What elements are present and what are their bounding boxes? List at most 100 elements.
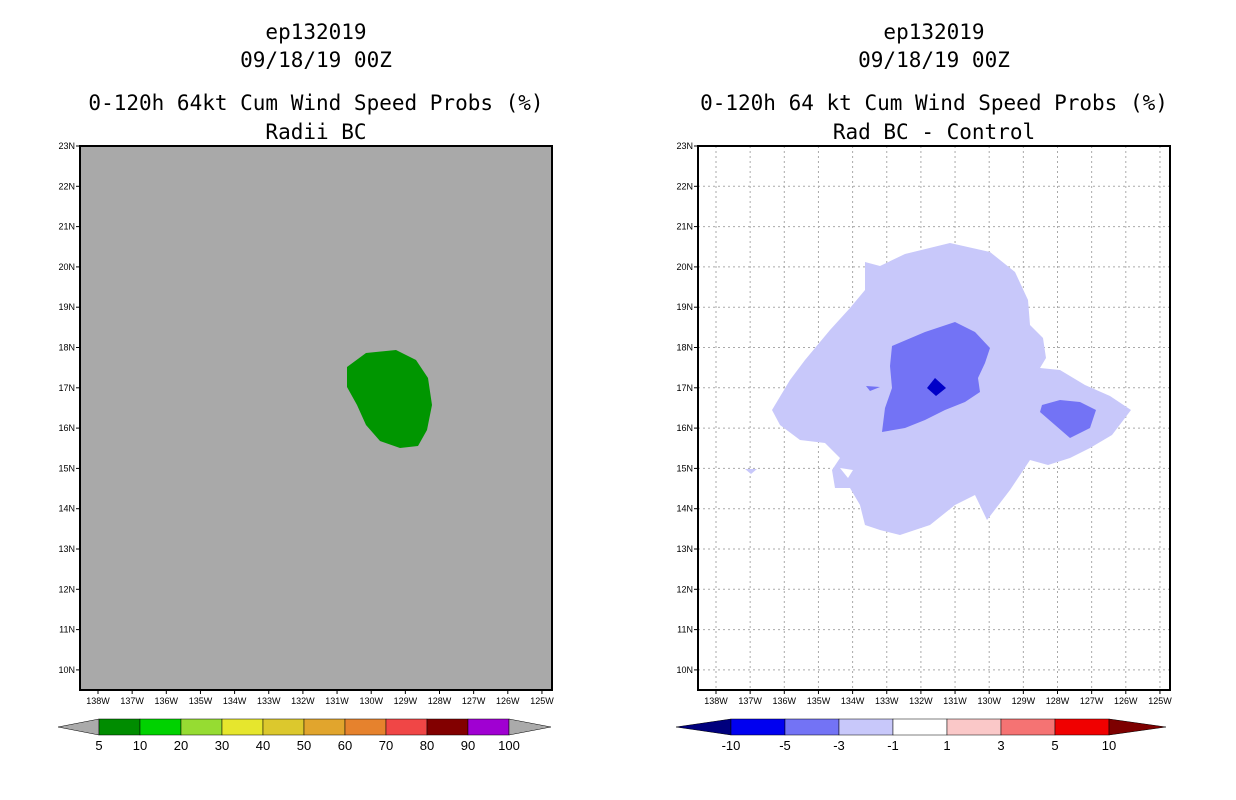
lat-tick-label: 11N (677, 625, 693, 635)
colorbar-label: 1 (943, 738, 950, 753)
lat-tick-label: 10N (676, 665, 693, 675)
lat-tick-label: 13N (676, 544, 693, 554)
lon-tick-label: 129W (1012, 696, 1036, 706)
left-map-background (80, 146, 552, 690)
lat-tick-label: 15N (58, 463, 75, 473)
lon-tick-label: 129W (394, 696, 418, 706)
colorbar-swatch (303, 718, 346, 736)
lon-tick-label: 131W (325, 696, 349, 706)
colorbar-label: 40 (256, 738, 270, 753)
right-diff-region-dot (745, 469, 757, 474)
lat-tick-label: 18N (676, 343, 693, 353)
colorbar-label: 10 (1102, 738, 1116, 753)
lat-tick-label: 13N (58, 544, 75, 554)
lat-tick-label: 14N (58, 504, 75, 514)
lat-tick-label: 15N (676, 463, 693, 473)
lon-tick-label: 137W (738, 696, 762, 706)
lat-tick-label: 16N (58, 423, 75, 433)
lat-tick-label: 10N (58, 665, 75, 675)
colorbar-label: 60 (338, 738, 352, 753)
lat-tick-label: 22N (58, 181, 75, 191)
lon-tick-label: 136W (773, 696, 797, 706)
right-colorbar: -10 -5 -3 -1 1 3 5 10 (675, 718, 1167, 753)
lat-tick-label: 18N (58, 343, 75, 353)
colorbar-swatch (262, 718, 305, 736)
colorbar-swatch (180, 718, 223, 736)
lon-tick-label: 136W (155, 696, 179, 706)
colorbar-label: 100 (498, 738, 520, 753)
colorbar-swatch (892, 718, 948, 736)
lon-tick-label: 133W (875, 696, 899, 706)
lon-tick-label: 138W (86, 696, 110, 706)
right-diff-region-light-notch (840, 468, 853, 478)
colorbar-label: 80 (420, 738, 434, 753)
lon-tick-label: 133W (257, 696, 281, 706)
left-colorbar: 5 10 20 30 40 50 60 70 80 90 100 (57, 718, 552, 753)
right-diff-region-medium-east (1040, 400, 1096, 438)
colorbar-label: -1 (887, 738, 899, 753)
colorbar-swatch (385, 718, 428, 736)
lon-tick-label: 127W (462, 696, 486, 706)
right-map-frame (697, 145, 1171, 691)
lat-tick-label: 12N (58, 584, 75, 594)
lat-tick-label: 14N (676, 504, 693, 514)
colorbar-label: 50 (297, 738, 311, 753)
left-probability-region (347, 350, 432, 448)
lon-tick-label: 134W (223, 696, 247, 706)
colorbar-label: -3 (833, 738, 845, 753)
lat-tick-label: 16N (676, 423, 693, 433)
lon-tick-label: 130W (359, 696, 383, 706)
colorbar-swatch (784, 718, 840, 736)
lon-tick-label: 128W (1046, 696, 1070, 706)
left-subtitle: Radii BC (265, 120, 367, 144)
colorbar-label: 10 (133, 738, 147, 753)
colorbar-swatch (1000, 718, 1056, 736)
lat-tick-label: 11N (59, 625, 75, 635)
colorbar-label: -10 (722, 738, 741, 753)
lon-tick-label: 137W (120, 696, 144, 706)
colorbar-swatch (838, 718, 894, 736)
colorbar-label: 90 (461, 738, 475, 753)
lon-tick-label: 135W (807, 696, 831, 706)
lat-tick-label: 23N (58, 141, 75, 151)
colorbar-swatch (426, 718, 469, 736)
right-subtitle: Rad BC - Control (832, 120, 1036, 144)
colorbar-label: 3 (997, 738, 1004, 753)
right-map: 23N 22N 21N 20N 19N 18N 17N 16N 15N 14N 13N 12N 11N 1… (676, 141, 1172, 706)
colorbar-label: 5 (95, 738, 102, 753)
right-datetime: 09/18/19 00Z (858, 48, 1010, 72)
lon-tick-label: 132W (291, 696, 315, 706)
colorbar-label: 30 (215, 738, 229, 753)
right-lat-axis: 23N 22N 21N 20N 19N 18N 17N 16N 15N 14N 13N 12N 11N 1… (676, 141, 698, 675)
colorbar-label: 5 (1051, 738, 1058, 753)
left-product-title: 0-120h 64kt Cum Wind Speed Probs (%) (88, 91, 544, 115)
colorbar-label: 20 (174, 738, 188, 753)
lat-tick-label: 17N (58, 383, 75, 393)
left-map-frame (79, 145, 553, 691)
lon-tick-label: 126W (496, 696, 520, 706)
right-lon-axis: 138W 137W 136W 135W 134W 133W 132W 131W 130W 129W… (704, 690, 1172, 706)
lon-tick-label: 132W (909, 696, 933, 706)
left-lon-axis: 138W 137W 136W 135W 134W 133W 132W 131W 130W 129W… (86, 690, 554, 706)
lon-tick-label: 127W (1080, 696, 1104, 706)
left-storm-id: ep132019 (265, 20, 367, 44)
lon-tick-label: 125W (1148, 696, 1172, 706)
colorbar-swatch (946, 718, 1002, 736)
lat-tick-label: 21N (58, 222, 75, 232)
lat-tick-label: 20N (676, 262, 693, 272)
right-product-title: 0-120h 64 kt Cum Wind Speed Probs (%) (700, 91, 1168, 115)
right-diff-region-medium-main (882, 322, 990, 432)
colorbar-swatch (344, 718, 387, 736)
colorbar-high-arrow (1108, 718, 1167, 736)
lon-tick-label: 125W (530, 696, 554, 706)
colorbar-swatch (221, 718, 264, 736)
colorbar-swatch (467, 718, 510, 736)
lon-tick-label: 135W (189, 696, 213, 706)
lat-tick-label: 22N (676, 181, 693, 191)
colorbar-high-arrow (508, 718, 552, 736)
lon-tick-label: 138W (704, 696, 728, 706)
right-storm-id: ep132019 (883, 20, 985, 44)
lat-tick-label: 19N (58, 302, 75, 312)
left-map: 23N 22N 21N 20N 19N 18N 17N 16N 15N 14N 13N 12N 11N 1… (58, 141, 554, 706)
lat-tick-label: 23N (676, 141, 693, 151)
